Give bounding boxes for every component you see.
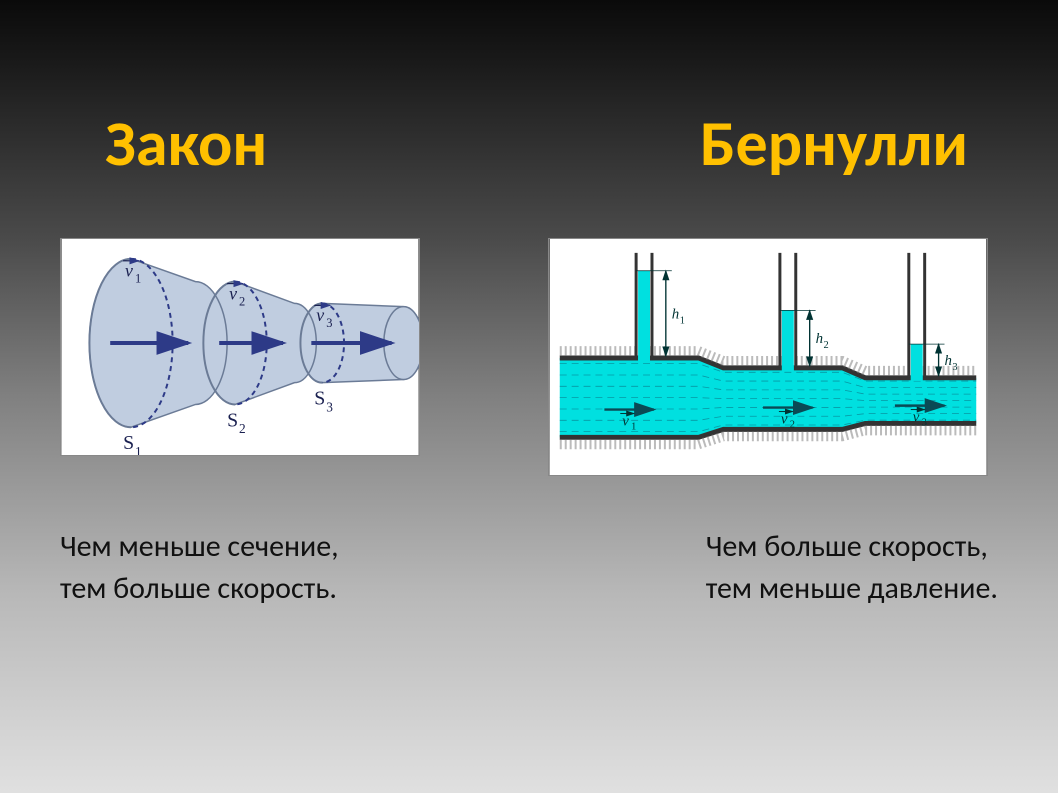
svg-text:1: 1 <box>135 444 142 456</box>
svg-text:3: 3 <box>326 316 332 330</box>
svg-text:1: 1 <box>631 421 636 432</box>
svg-text:3: 3 <box>952 362 957 373</box>
caption-left: Чем меньше сечение, тем больше скорость. <box>60 526 339 610</box>
caption-left-line1: Чем меньше сечение, <box>60 528 339 565</box>
svg-text:h: h <box>672 306 679 322</box>
svg-text:v: v <box>781 411 788 427</box>
svg-text:v: v <box>622 413 629 429</box>
svg-text:1: 1 <box>680 315 685 326</box>
svg-text:v: v <box>913 409 920 425</box>
svg-text:v: v <box>316 305 324 325</box>
title-left: Закон <box>105 105 267 183</box>
svg-text:S: S <box>227 409 238 431</box>
svg-text:2: 2 <box>824 340 829 351</box>
title-right: Бернулли <box>700 105 968 183</box>
svg-text:3: 3 <box>922 417 927 428</box>
svg-text:2: 2 <box>790 419 795 430</box>
caption-right: Чем больше скорость, тем меньше давление… <box>706 526 998 610</box>
caption-right-line2: тем меньше давление. <box>706 570 998 607</box>
svg-text:h: h <box>945 353 952 369</box>
svg-text:v: v <box>229 283 237 303</box>
svg-text:1: 1 <box>135 272 141 286</box>
svg-text:2: 2 <box>239 294 245 308</box>
svg-text:2: 2 <box>239 421 246 436</box>
pipe-continuity-diagram: v1v2v3S1S2S3 <box>60 238 420 456</box>
caption-right-line1: Чем больше скорость, <box>706 528 988 565</box>
svg-text:S: S <box>123 432 134 454</box>
svg-text:v: v <box>125 261 133 281</box>
svg-text:h: h <box>816 331 823 347</box>
svg-text:S: S <box>314 387 325 409</box>
caption-left-line2: тем больше скорость. <box>60 570 337 607</box>
svg-text:3: 3 <box>326 399 333 414</box>
bernoulli-tube-diagram: h1h2h3v1v2v3 <box>548 238 988 476</box>
